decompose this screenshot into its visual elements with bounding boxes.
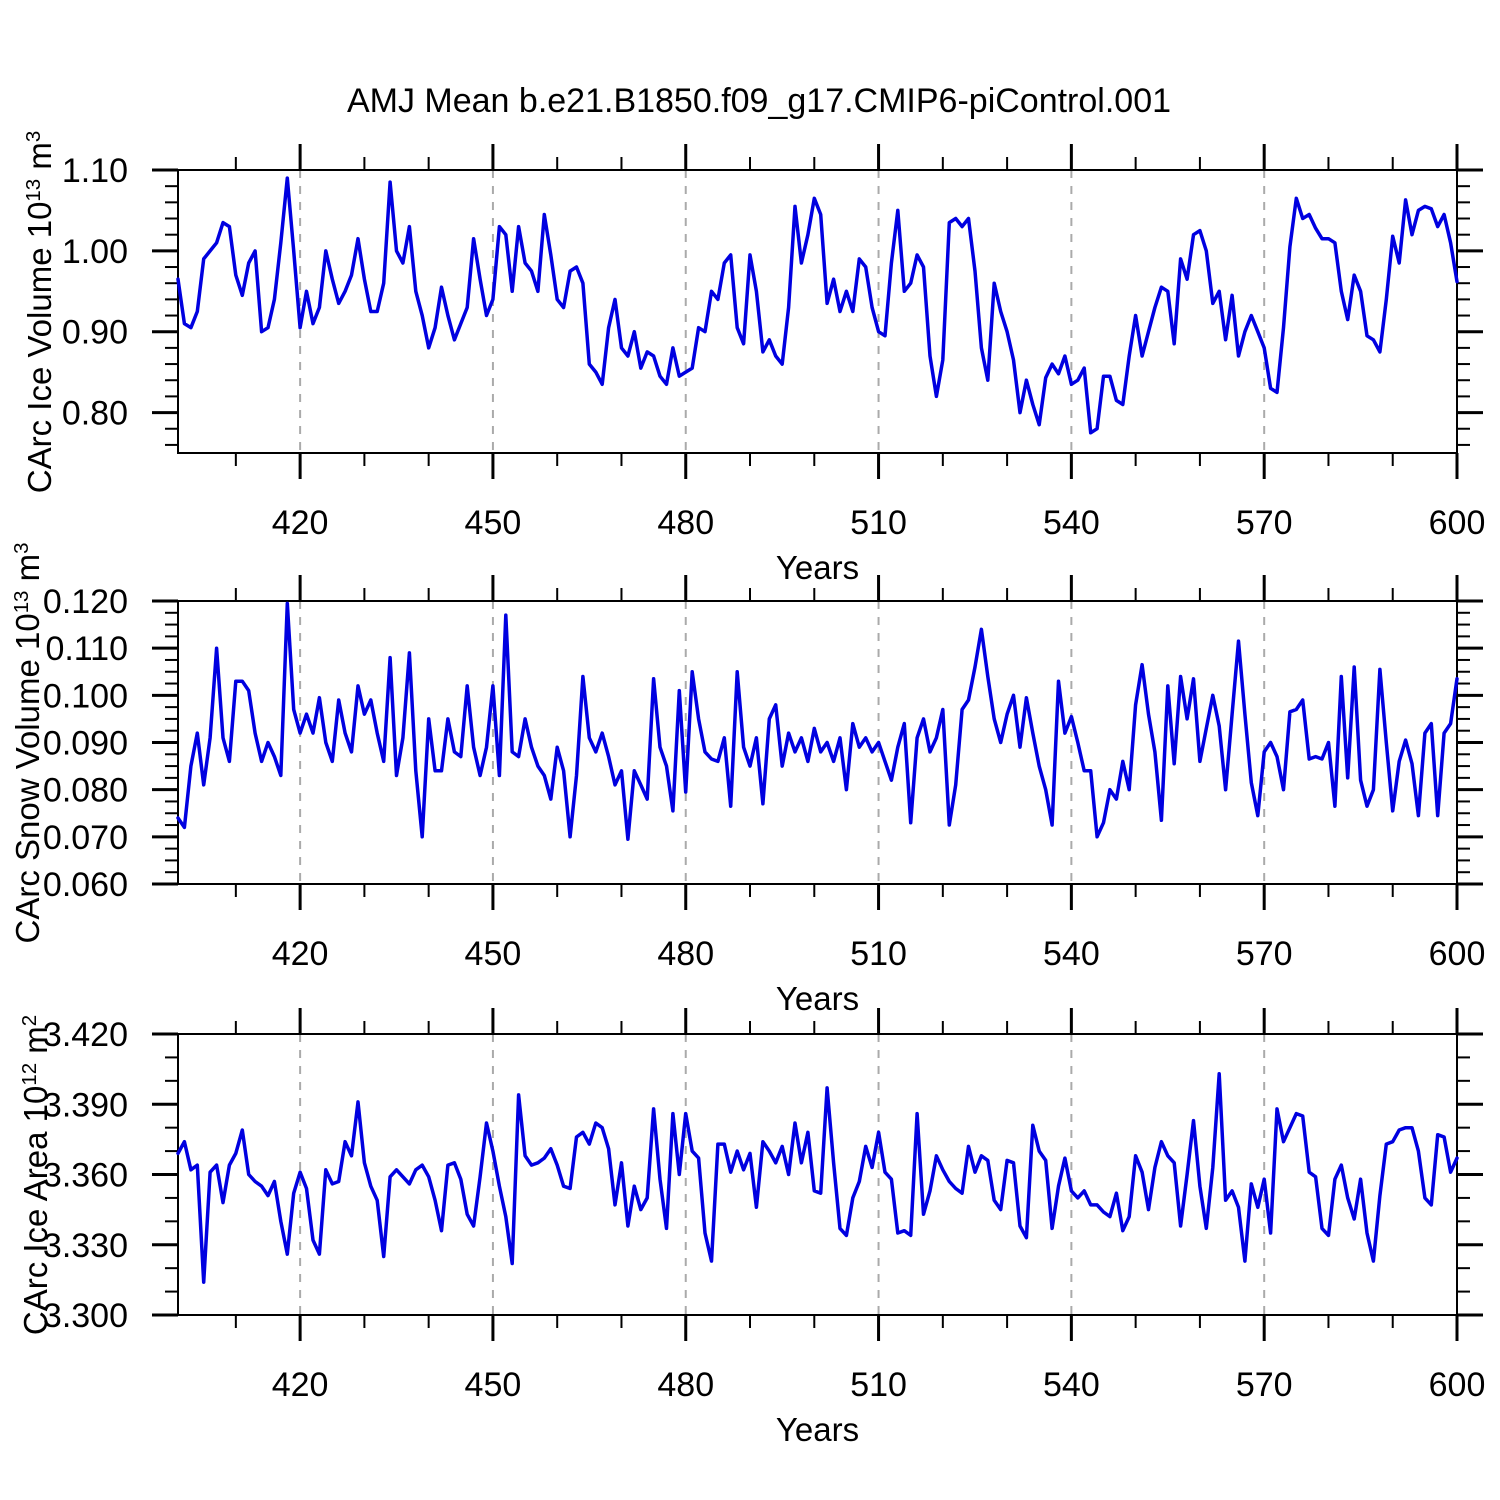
y-axis-label-ice-area: CArc Ice Area 1012 m2: [17, 1015, 55, 1335]
panel-3-x-tick-label: 570: [1236, 1366, 1293, 1404]
panel-1-x-tick-label: 510: [850, 504, 907, 542]
panel-2-y-tick-label: 0.100: [43, 677, 128, 715]
panel-2-x-tick-label: 480: [657, 935, 714, 973]
y-axis-label-text: CArc Ice Volume 10: [21, 201, 58, 494]
panel-3-frame: [177, 1033, 1458, 1316]
panel-2-y-tick-label: 0.080: [43, 772, 128, 810]
y-axis-label-text: CArc Snow Volume 10: [9, 613, 46, 944]
panel-2-y-tick-label: 0.070: [43, 819, 128, 857]
carc-ice-area-line: [176, 1072, 1459, 1284]
chart-title: AMJ Mean b.e21.B1850.f09_g17.CMIP6-piCon…: [346, 82, 1172, 120]
panel-3-x-tick-label: 450: [465, 1366, 522, 1404]
y-axis-label-exponent: 12: [17, 1062, 41, 1086]
panel-3-y-tick-label: 3.330: [43, 1227, 128, 1265]
panel-3-x-tick-label: 480: [657, 1366, 714, 1404]
panel-2-x-tick-label: 450: [465, 935, 522, 973]
panel-2-x-tick-label: 570: [1236, 935, 1293, 973]
panel-2-x-tick-label: 420: [272, 935, 329, 973]
y-axis-label-unit-exponent: 2: [17, 1014, 41, 1027]
panel-2-x-tick-label: 600: [1429, 935, 1486, 973]
panel-3-x-tick-label: 420: [272, 1366, 329, 1404]
panel-1-x-tick-label: 480: [657, 504, 714, 542]
panel-3-y-tick-label: 3.390: [43, 1086, 128, 1124]
panel-1-y-tick-label: 0.80: [62, 395, 128, 433]
panel-3-y-tick-label: 3.300: [43, 1297, 128, 1335]
panel-1-y-tick-label: 1.10: [62, 152, 128, 190]
y-axis-label-exponent: 13: [21, 178, 45, 202]
panel-2-x-tick-label: 510: [850, 935, 907, 973]
y-axis-label-snow-volume: CArc Snow Volume 1013 m3: [9, 543, 47, 944]
panel-1-x-tick-label: 450: [465, 504, 522, 542]
panel-2-y-tick-label: 0.120: [43, 583, 128, 621]
panel-1-x-tick-label: 420: [272, 504, 329, 542]
panel-3-x-tick-label: 540: [1043, 1366, 1100, 1404]
panel-3-y-tick-label: 3.360: [43, 1157, 128, 1195]
panel-1-x-tick-label: 540: [1043, 504, 1100, 542]
panel-2-frame: [177, 600, 1458, 885]
panel-2-y-tick-label: 0.060: [43, 866, 128, 904]
panel-1-y-tick-label: 1.00: [62, 233, 128, 271]
panel-3-y-tick-label: 3.420: [43, 1016, 128, 1054]
carc-snow-volume-line: [176, 601, 1459, 841]
y-axis-label-unit-exponent: 3: [21, 130, 45, 143]
y-axis-label-unit: m: [21, 142, 58, 179]
x-axis-label-years-2: Years: [775, 980, 860, 1017]
panel-1-y-tick-label: 0.90: [62, 314, 128, 352]
y-axis-label-exponent: 13: [9, 590, 33, 614]
y-axis-label-ice-volume: CArc Ice Volume 1013 m3: [21, 131, 59, 493]
y-axis-label-text: CArc Ice Area 10: [17, 1085, 54, 1336]
panel-1-frame: [177, 169, 1458, 454]
carc-ice-volume-line: [176, 176, 1459, 435]
x-axis-label-years-3: Years: [775, 1411, 860, 1448]
panel-3-x-tick-label: 600: [1429, 1366, 1486, 1404]
panel-2-x-tick-label: 540: [1043, 935, 1100, 973]
panel-2-y-tick-label: 0.090: [43, 725, 128, 763]
y-axis-label-unit: m: [17, 1026, 54, 1063]
panel-2-y-tick-label: 0.110: [45, 630, 128, 668]
y-axis-label-unit: m: [9, 553, 46, 591]
panel-3-x-tick-label: 510: [850, 1366, 907, 1404]
x-axis-label-years-1: Years: [775, 549, 860, 586]
panel-1-x-tick-label: 570: [1236, 504, 1293, 542]
y-axis-label-unit-exponent: 3: [9, 542, 33, 554]
panel-1-x-tick-label: 600: [1429, 504, 1486, 542]
